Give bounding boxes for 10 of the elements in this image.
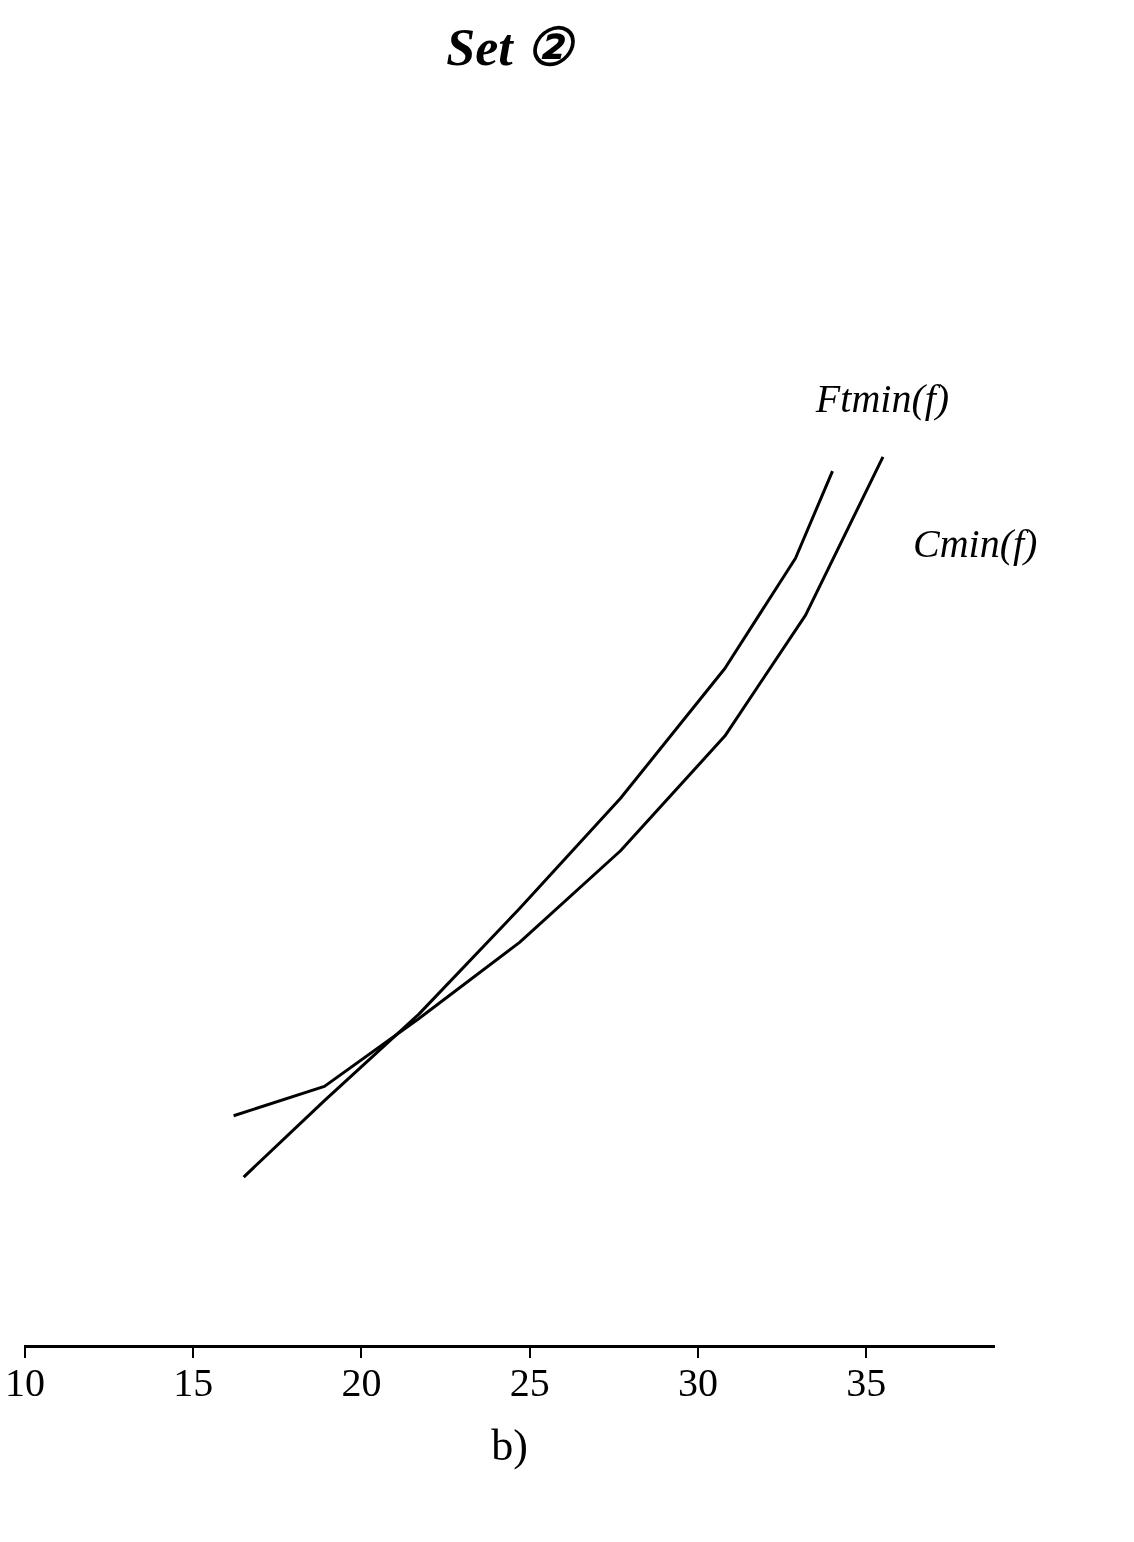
x-tick-label: 25 [509, 1359, 550, 1405]
x-tick-label: 35 [846, 1359, 887, 1405]
series-label: Ftmin(f) [814, 375, 950, 421]
text: b) [491, 1420, 528, 1470]
x-tick-label: 20 [341, 1359, 382, 1405]
x-tick-label: 15 [173, 1359, 214, 1405]
x-tick-label: 30 [677, 1359, 718, 1405]
chart-title: Set ② [446, 18, 576, 76]
x-tick-label: 10 [5, 1359, 45, 1405]
series-label: Cmin(f) [912, 521, 1038, 567]
